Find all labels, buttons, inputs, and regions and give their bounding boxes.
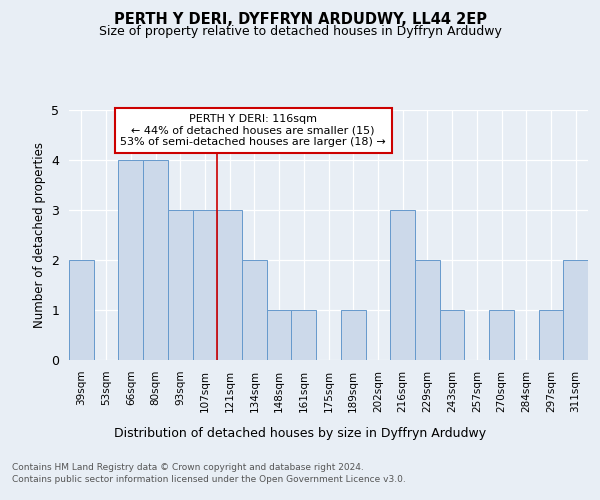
Bar	[489, 310, 514, 360]
Bar	[341, 310, 365, 360]
Bar	[242, 260, 267, 360]
Bar	[440, 310, 464, 360]
Bar	[143, 160, 168, 360]
Bar	[563, 260, 588, 360]
Bar	[539, 310, 563, 360]
Bar	[193, 210, 217, 360]
Text: Size of property relative to detached houses in Dyffryn Ardudwy: Size of property relative to detached ho…	[98, 25, 502, 38]
Bar	[168, 210, 193, 360]
Bar	[118, 160, 143, 360]
Bar	[292, 310, 316, 360]
Text: Contains public sector information licensed under the Open Government Licence v3: Contains public sector information licen…	[12, 475, 406, 484]
Text: Contains HM Land Registry data © Crown copyright and database right 2024.: Contains HM Land Registry data © Crown c…	[12, 462, 364, 471]
Text: PERTH Y DERI, DYFFRYN ARDUDWY, LL44 2EP: PERTH Y DERI, DYFFRYN ARDUDWY, LL44 2EP	[113, 12, 487, 28]
Bar	[267, 310, 292, 360]
Bar	[390, 210, 415, 360]
Bar	[217, 210, 242, 360]
Bar	[69, 260, 94, 360]
Text: Distribution of detached houses by size in Dyffryn Ardudwy: Distribution of detached houses by size …	[114, 428, 486, 440]
Bar	[415, 260, 440, 360]
Y-axis label: Number of detached properties: Number of detached properties	[33, 142, 46, 328]
Text: PERTH Y DERI: 116sqm
← 44% of detached houses are smaller (15)
53% of semi-detac: PERTH Y DERI: 116sqm ← 44% of detached h…	[121, 114, 386, 147]
